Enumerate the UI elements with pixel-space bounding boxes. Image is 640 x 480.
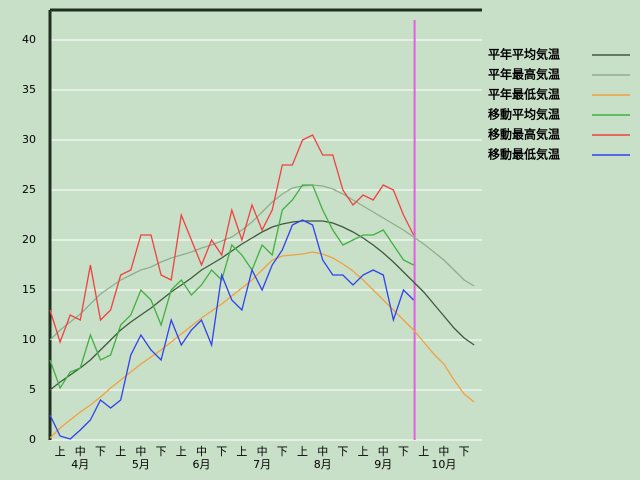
y-tick-label: 30 — [22, 133, 36, 146]
month-label: 8月 — [314, 458, 332, 471]
x-tick-label: 下 — [398, 445, 409, 458]
x-tick-label: 中 — [317, 445, 328, 458]
x-tick-label: 上 — [55, 445, 66, 458]
series-line — [49, 251, 475, 439]
month-label: 5月 — [132, 458, 150, 471]
x-tick-label: 上 — [297, 445, 308, 458]
series-line — [49, 219, 415, 440]
x-tick-label: 下 — [277, 445, 288, 458]
series-line — [49, 220, 475, 391]
month-label: 4月 — [71, 458, 89, 471]
x-tick-label: 上 — [236, 445, 247, 458]
y-tick-label: 25 — [22, 183, 36, 196]
x-tick-label: 上 — [418, 445, 429, 458]
x-tick-label: 下 — [459, 445, 470, 458]
x-tick-label: 中 — [257, 445, 268, 458]
month-label: 10月 — [431, 458, 456, 471]
x-tick-label: 下 — [216, 445, 227, 458]
x-tick-label: 下 — [95, 445, 106, 458]
legend-label: 移動平均気温 — [488, 107, 560, 122]
y-tick-label: 0 — [29, 433, 36, 446]
month-label: 9月 — [374, 458, 392, 471]
y-tick-label: 5 — [29, 383, 36, 396]
x-tick-label: 中 — [75, 445, 86, 458]
x-tick-label: 上 — [115, 445, 126, 458]
legend-label: 平年平均気温 — [488, 47, 560, 62]
legend-label: 平年最高気温 — [488, 67, 560, 82]
legend-label: 移動最低気温 — [488, 147, 560, 162]
x-tick-label: 中 — [196, 445, 207, 458]
legend-label: 移動最高気温 — [488, 127, 560, 142]
legend-label: 平年最低気温 — [488, 87, 560, 102]
month-label: 7月 — [253, 458, 271, 471]
month-label: 6月 — [193, 458, 211, 471]
x-tick-label: 中 — [438, 445, 449, 458]
series-line — [49, 184, 414, 390]
x-tick-label: 中 — [378, 445, 389, 458]
y-tick-label: 40 — [22, 33, 36, 46]
x-tick-label: 下 — [337, 445, 348, 458]
x-tick-label: 中 — [135, 445, 146, 458]
y-tick-label: 10 — [22, 333, 36, 346]
y-tick-label: 15 — [22, 283, 36, 296]
series-line — [49, 184, 475, 341]
y-tick-label: 20 — [22, 233, 36, 246]
series-line — [49, 134, 415, 344]
y-tick-label: 35 — [22, 83, 36, 96]
x-tick-label: 上 — [176, 445, 187, 458]
x-tick-label: 上 — [358, 445, 369, 458]
x-tick-label: 下 — [156, 445, 167, 458]
